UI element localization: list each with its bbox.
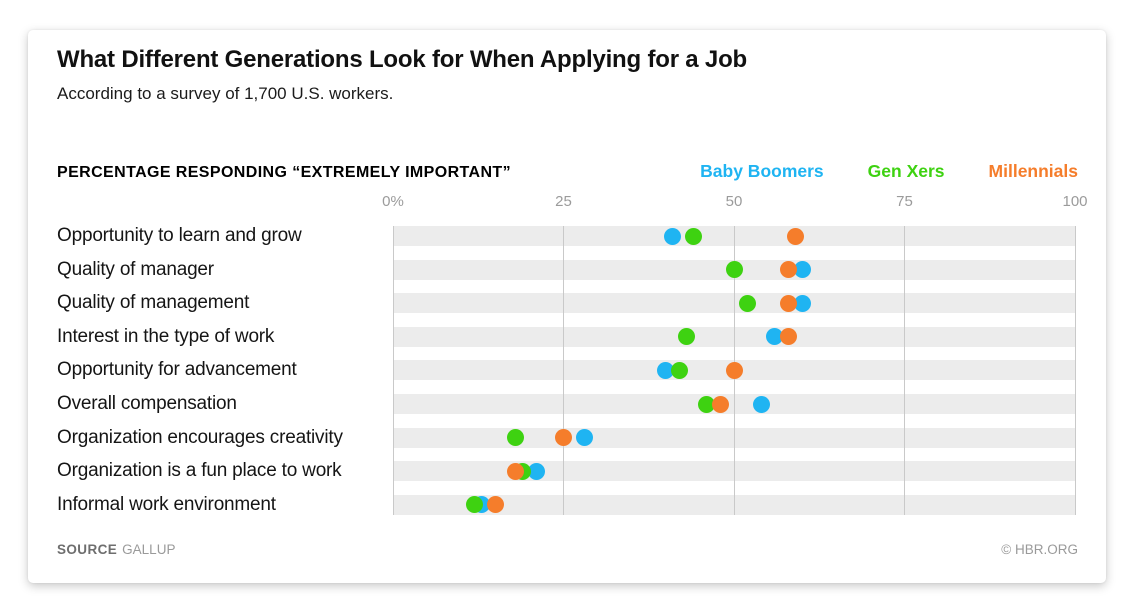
category-label: Interest in the type of work	[57, 325, 275, 347]
data-dot-millennials	[725, 361, 743, 379]
legend-label-millennials: Millennials	[988, 161, 1078, 181]
chart-meta-row: PERCENTAGE RESPONDING “EXTREMELY IMPORTA…	[57, 161, 1078, 182]
data-dot-gen-xers	[507, 429, 525, 447]
data-dot-millennials	[486, 496, 504, 514]
axis-tick-label: 75	[896, 193, 913, 210]
category-label: Quality of manager	[57, 258, 214, 280]
chart-title: What Different Generations Look for When…	[57, 46, 747, 73]
chart-footer: SOURCE GALLUP © HBR.ORG	[57, 542, 1078, 557]
category-label: Quality of management	[57, 292, 250, 314]
data-dot-baby-boomers	[752, 395, 770, 413]
source-value: GALLUP	[122, 542, 176, 557]
data-dot-baby-boomers	[793, 261, 811, 279]
data-dot-gen-xers	[670, 361, 688, 379]
data-dot-gen-xers	[677, 328, 695, 346]
gridline	[392, 226, 394, 515]
gridline	[904, 226, 905, 515]
data-dot-baby-boomers	[575, 429, 593, 447]
category-label: Opportunity for advancement	[57, 359, 297, 381]
category-label: Opportunity to learn and grow	[57, 225, 302, 246]
source-line: SOURCE GALLUP	[57, 542, 175, 557]
data-dot-baby-boomers	[766, 328, 784, 346]
category-label: Overall compensation	[57, 393, 237, 414]
data-dot-gen-xers	[725, 261, 743, 279]
data-dot-millennials	[786, 227, 804, 245]
data-dot-baby-boomers	[527, 462, 545, 480]
category-label: Organization encourages creativity	[57, 426, 343, 448]
legend: Baby Boomers Gen Xers Millennials	[700, 161, 1078, 182]
gridline	[1074, 226, 1076, 515]
legend-label-baby-boomers: Baby Boomers	[700, 161, 824, 181]
data-dot-millennials	[555, 429, 572, 447]
source-label: SOURCE	[57, 542, 118, 557]
axis-tick-label: 25	[555, 193, 572, 210]
chart-card: What Different Generations Look for When…	[28, 30, 1106, 583]
credit-label: © HBR.ORG	[1001, 542, 1078, 557]
data-dot-millennials	[780, 328, 798, 346]
data-dot-millennials	[507, 462, 525, 480]
axis-tick-label: 50	[725, 193, 743, 210]
chart-subtitle: According to a survey of 1,700 U.S. work…	[57, 84, 394, 103]
data-dot-millennials	[780, 294, 798, 312]
data-dot-gen-xers	[684, 227, 702, 245]
axis-unit-label: PERCENTAGE RESPONDING “EXTREMELY IMPORTA…	[57, 164, 511, 181]
category-label: Informal work environment	[57, 493, 276, 515]
data-dot-gen-xers	[739, 294, 757, 312]
data-dot-baby-boomers	[657, 361, 675, 379]
data-dot-baby-boomers	[793, 294, 811, 312]
axis-tick-label: 0%	[382, 193, 404, 210]
axis-tick-label: 100	[1062, 193, 1088, 210]
gridline	[563, 226, 564, 515]
data-dot-gen-xers	[466, 496, 484, 514]
category-label: Organization is a fun place to work	[57, 460, 342, 482]
data-dot-baby-boomers	[664, 227, 682, 245]
data-dot-gen-xers	[698, 395, 716, 413]
data-dot-millennials	[780, 261, 798, 279]
legend-label-gen-xers: Gen Xers	[867, 161, 945, 181]
data-dot-millennials	[711, 395, 729, 413]
